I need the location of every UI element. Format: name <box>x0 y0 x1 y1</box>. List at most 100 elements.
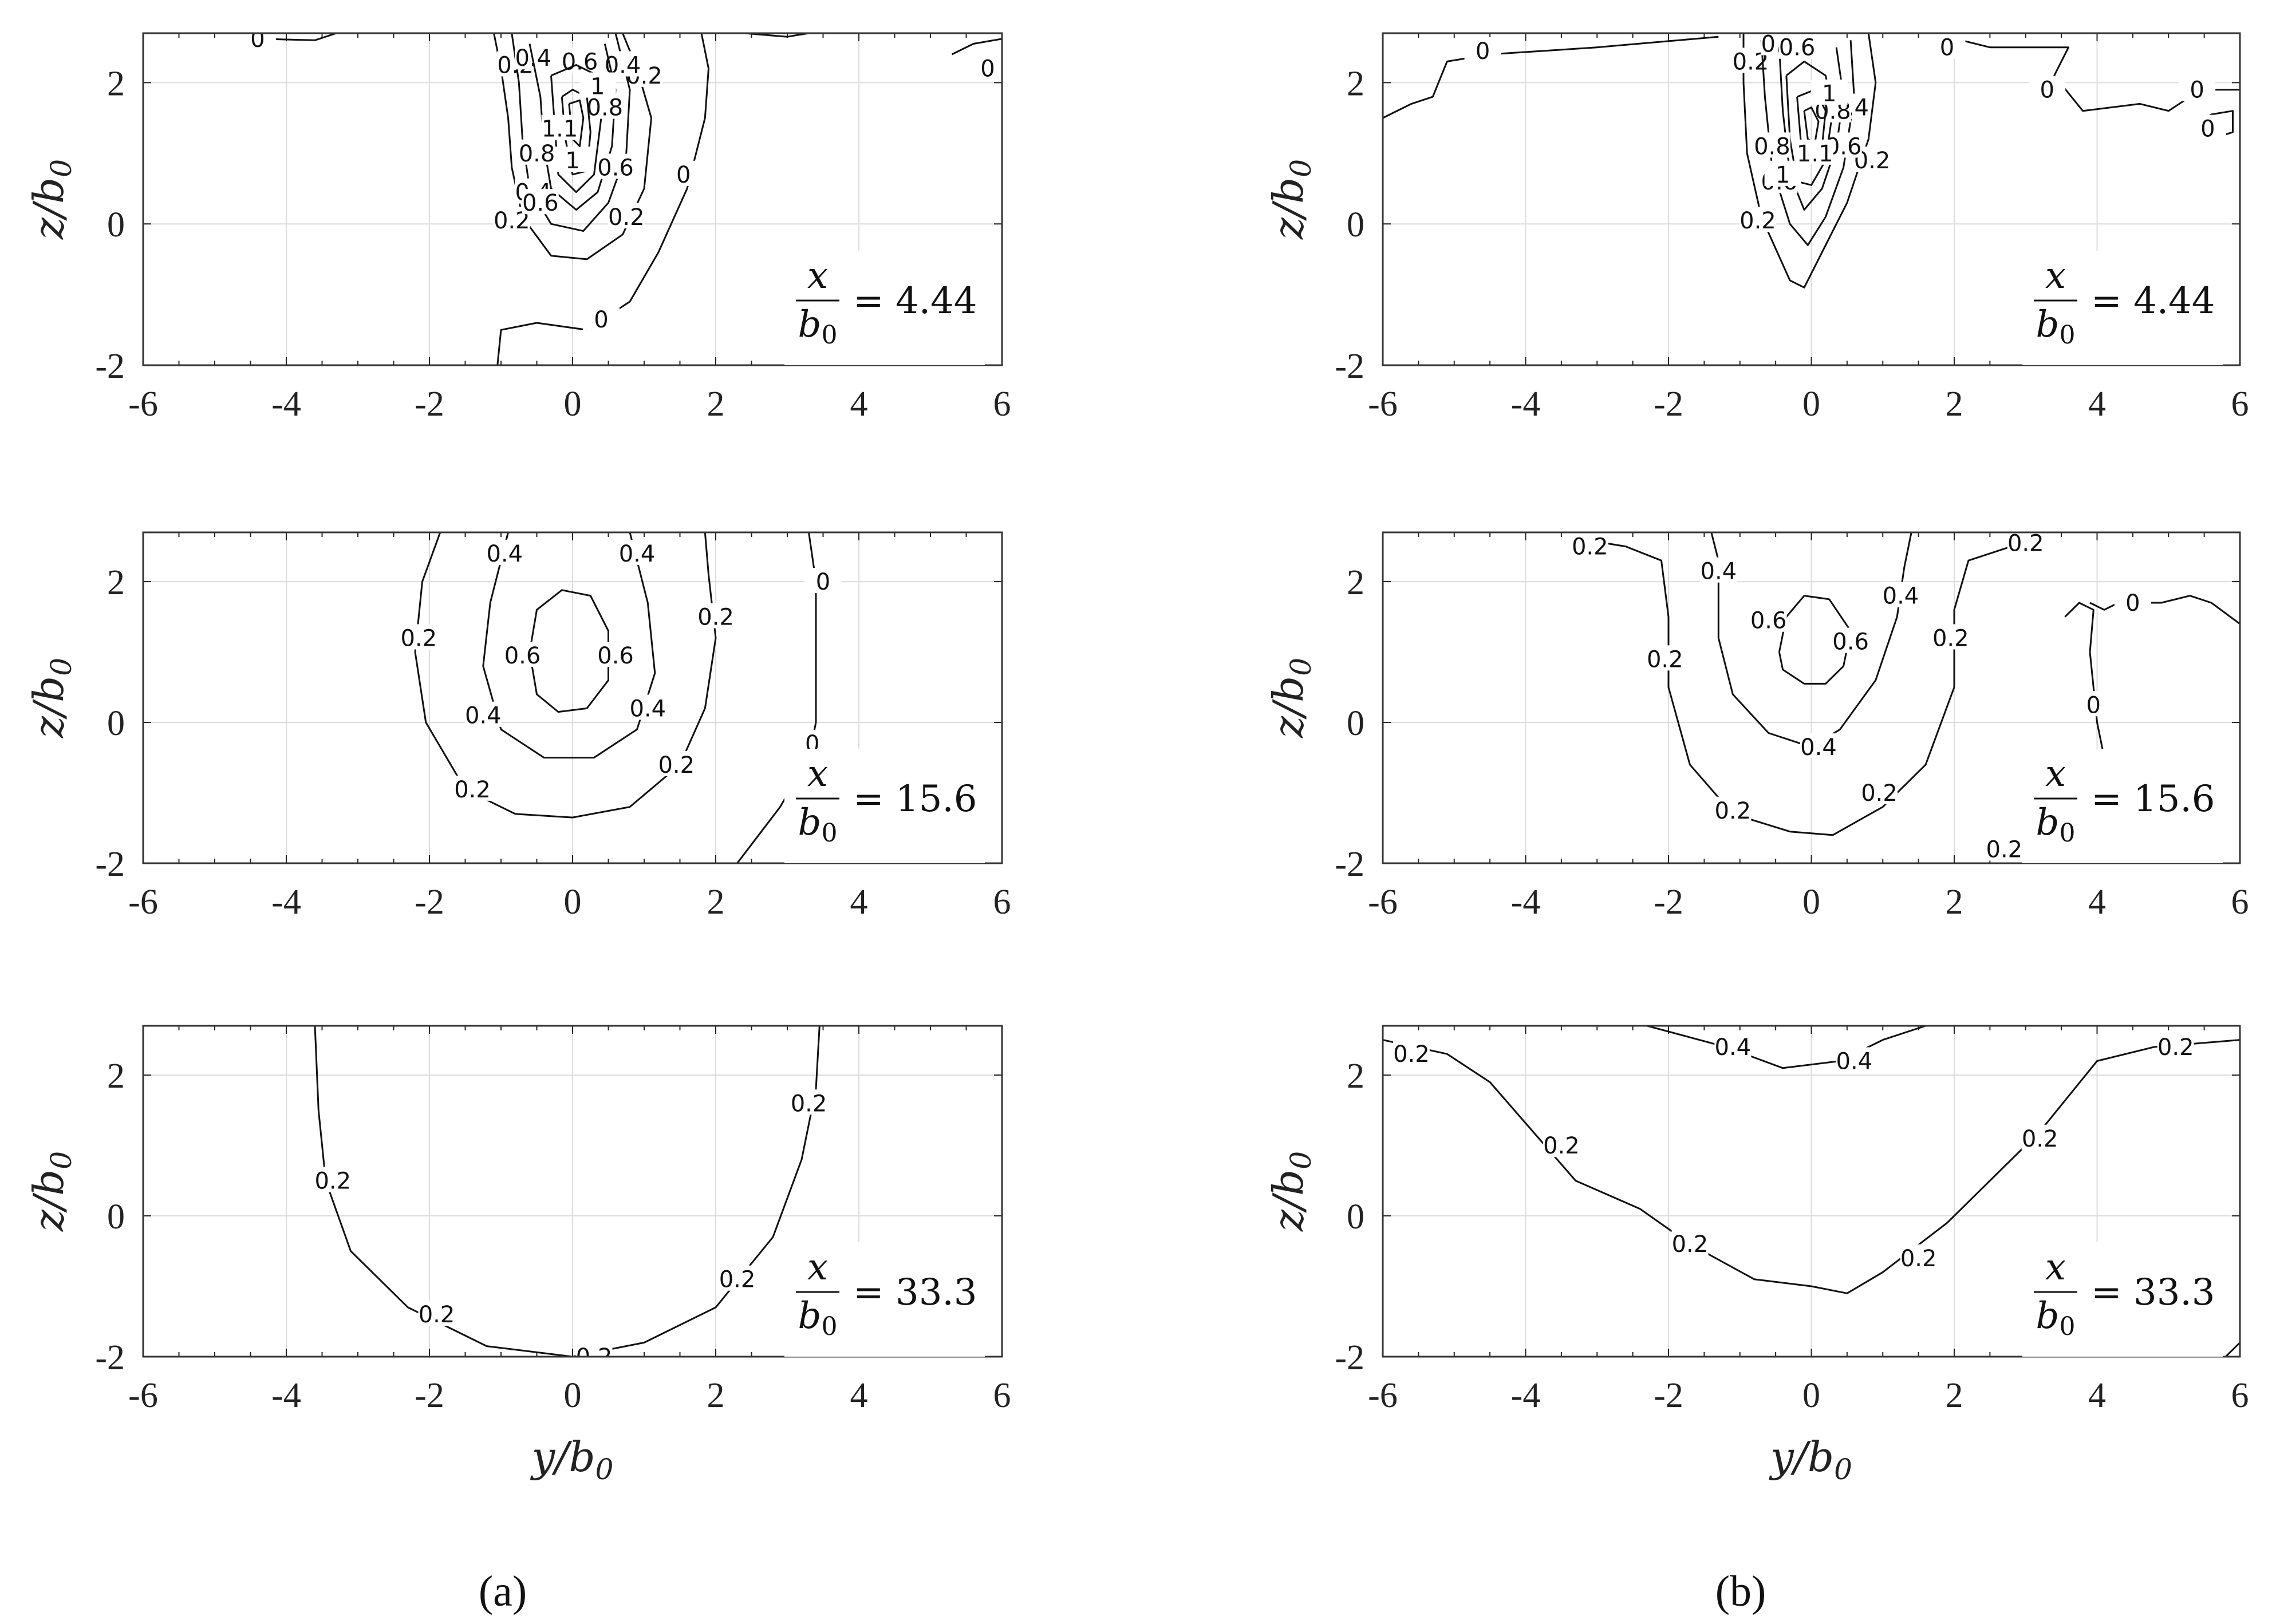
x-tick-label: 4 <box>850 1376 868 1415</box>
y-tick-label: 2 <box>107 1057 125 1096</box>
annotation-bg <box>784 251 985 365</box>
contour-label-bg <box>1571 532 1608 558</box>
contour-label-bg <box>418 1301 455 1326</box>
contour-label-bg <box>2075 691 2112 717</box>
plot-frame <box>1382 32 2241 366</box>
contour-label-bg <box>1800 733 1837 759</box>
y-tick-label: -2 <box>1335 1338 1364 1377</box>
contour-line-0.2 <box>1383 1039 2240 1294</box>
contour-label: 0.6 <box>1779 35 1816 61</box>
station-annotation: xb0= 4.44 <box>784 251 985 365</box>
x-tick-label: 2 <box>707 1376 725 1415</box>
contour-label: 0 <box>2086 692 2101 718</box>
contour-panel-3: 0 0 0.2 0.2 0.2 0.2 0.4 0.4 0.4 0.4 0.6 0.6 -6 -4 -2 0 2… <box>25 531 1011 922</box>
annotation-bg <box>2022 251 2223 365</box>
station-annotation: xb0= 15.6 <box>2022 749 2223 863</box>
contour-label: 0.4 <box>486 541 523 567</box>
x-tick-label: -2 <box>1654 883 1683 922</box>
x-tick-label: -4 <box>271 883 301 922</box>
x-tick-label: 4 <box>850 883 868 922</box>
x-tick-label: -6 <box>128 883 158 922</box>
contour-label: 0.6 <box>1750 608 1787 634</box>
contour-label-bg <box>579 72 616 98</box>
contour-label: 0.4 <box>1800 734 1837 761</box>
x-tick-label: -6 <box>1368 1376 1398 1415</box>
contour-label-bg <box>1671 1230 1709 1256</box>
contour-label-bg <box>541 114 578 140</box>
y-tick-label: 2 <box>1347 1057 1364 1096</box>
x-tick-label: 0 <box>564 1376 582 1415</box>
annotation-numerator: x <box>2045 753 2066 795</box>
contour-label: 0.6 <box>597 155 634 181</box>
annotation-value: = 33.3 <box>853 1271 977 1314</box>
contour-label-bg <box>1861 779 1898 805</box>
contour-line-1.1 <box>1803 106 1820 144</box>
contour-label-bg <box>1714 796 1752 822</box>
y-tick-label: 0 <box>1347 704 1364 743</box>
contour-label: 0.8 <box>1754 133 1790 160</box>
x-tick-label: -2 <box>415 1376 444 1415</box>
contour-label: 0.2 <box>400 625 437 651</box>
contour-label: 0.8 <box>519 141 555 167</box>
contour-label: 0 <box>2040 77 2054 104</box>
contour-label-bg <box>314 1167 352 1192</box>
contour-panel-1: 00000.20.20.20.20.40.40.40.60.60.60.80.8… <box>25 32 1011 424</box>
contour-label-bg <box>1986 835 2023 861</box>
x-tick-label: 0 <box>1802 1376 1820 1415</box>
plot-frame <box>1382 531 2241 864</box>
annotation-value: = 15.6 <box>853 778 977 820</box>
contour-label-bg <box>1796 139 1833 165</box>
x-tick-label: 6 <box>2231 385 2249 424</box>
contour-label-bg <box>719 1265 756 1291</box>
y-tick-label: 2 <box>107 64 125 103</box>
contour-line-0 <box>2064 602 2204 773</box>
station-annotation: xb0= 33.3 <box>784 1242 985 1357</box>
contour-label-bg <box>608 203 645 228</box>
x-tick-label: 2 <box>1946 1376 1963 1415</box>
x-tick-label: 6 <box>993 883 1011 922</box>
contour-label: 0.2 <box>1932 625 1969 651</box>
x-tick-label: -4 <box>271 1376 301 1415</box>
y-axis-label: z/b0 <box>1264 658 1318 738</box>
contour-label-bg <box>1764 160 1801 186</box>
contour-label: 0.6 <box>597 643 634 669</box>
y-tick-label: 0 <box>107 206 125 244</box>
contour-label: 0.2 <box>1900 1246 1937 1272</box>
station-annotation: xb0= 33.3 <box>2022 1242 2223 1357</box>
contour-label-bg <box>1932 624 1969 650</box>
contour-label-bg <box>504 642 541 667</box>
y-axis-label: z/b0 <box>25 658 78 738</box>
contour-label: 0.4 <box>619 541 656 567</box>
y-axis-label: z/b0 <box>25 159 78 240</box>
contour-label: 0.6 <box>504 643 541 669</box>
x-tick-label: -4 <box>1511 1376 1541 1415</box>
contour-line-0.4 <box>1647 1026 1926 1069</box>
y-tick-label: -2 <box>1335 845 1364 884</box>
contour-label: 0.2 <box>791 1090 827 1117</box>
x-tick-label: -2 <box>1654 1376 1683 1415</box>
x-tick-label: 0 <box>1802 385 1820 424</box>
contour-label-bg <box>618 539 656 565</box>
contour-lines: 00000.20.20.20.20.40.40.40.60.60.60.80.8… <box>239 33 1002 365</box>
contour-label-bg <box>239 33 276 50</box>
plot-frame <box>142 32 1003 366</box>
contour-label-bg <box>629 694 666 720</box>
contour-label: 0.2 <box>608 204 645 231</box>
contour-label-bg <box>464 701 502 727</box>
contour-label: 1 <box>1776 162 1790 188</box>
contour-label-bg <box>1714 1033 1752 1058</box>
contour-label: 0 <box>980 56 995 82</box>
x-tick-label: 6 <box>993 385 1011 424</box>
x-tick-label: 6 <box>993 1376 1011 1415</box>
x-tick-label: 2 <box>707 883 725 922</box>
contour-label-bg <box>665 160 702 186</box>
contour-label-bg <box>2179 76 2216 101</box>
contour-label: 0 <box>1476 38 1490 65</box>
contour-label: 0.4 <box>465 703 502 729</box>
contour-label: 0.4 <box>629 696 666 722</box>
contour-label-bg <box>518 139 555 165</box>
annotation-bg <box>2022 749 2223 863</box>
contour-label-bg <box>1646 645 1683 671</box>
x-tick-label: -6 <box>128 1376 158 1415</box>
contour-label: 0.2 <box>419 1302 455 1328</box>
